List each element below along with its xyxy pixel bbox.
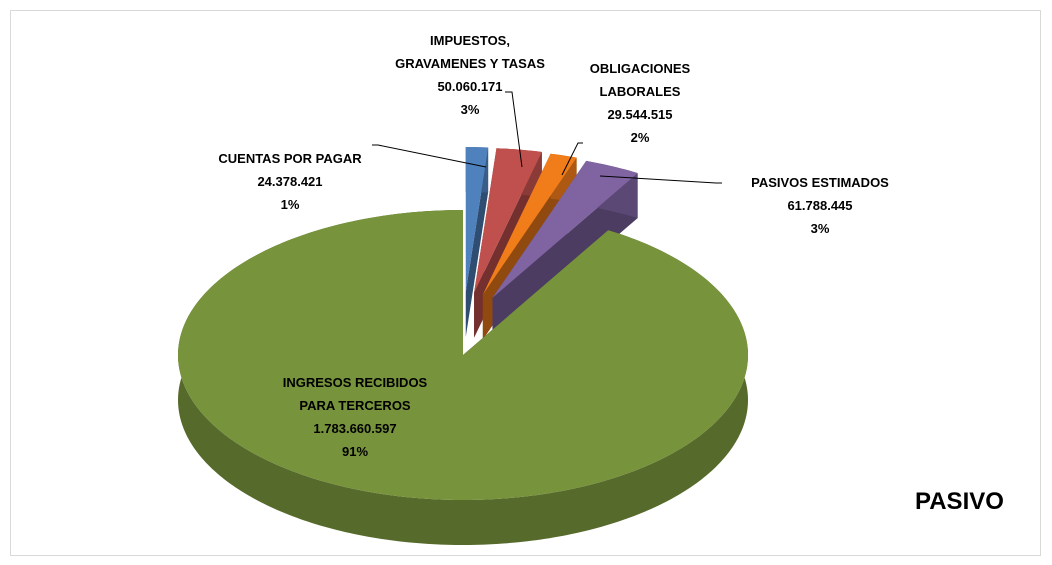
data-label: IMPUESTOS, GRAVAMENES Y TASAS 50.060.171 3… bbox=[395, 29, 545, 121]
category-label: PASIVOS ESTIMADOS bbox=[751, 175, 889, 190]
data-label: PASIVOS ESTIMADOS 61.788.445 3% bbox=[735, 171, 905, 240]
leaders bbox=[372, 91, 722, 184]
slice-top bbox=[492, 160, 638, 298]
leader-line bbox=[505, 91, 523, 168]
value-label: 1.783.660.597 bbox=[313, 421, 397, 436]
percentage-label: 1% bbox=[280, 197, 300, 212]
percentage-label: 2% bbox=[630, 130, 650, 145]
data-label: CUENTAS POR PAGAR 24.378.421 1% bbox=[205, 147, 375, 216]
frame bbox=[10, 10, 1041, 556]
slice-side bbox=[465, 147, 489, 338]
slice-top bbox=[482, 153, 577, 295]
slice bbox=[465, 147, 489, 338]
leader-line bbox=[372, 144, 487, 168]
value-label: 29.544.515 bbox=[607, 107, 673, 122]
percentage-label: 3% bbox=[810, 221, 830, 236]
category-label: CUENTAS POR PAGAR bbox=[218, 151, 362, 166]
value-label: 24.378.421 bbox=[257, 174, 323, 189]
slice-top bbox=[465, 147, 489, 293]
percentage-label: 3% bbox=[460, 102, 480, 117]
value-label: 50.060.171 bbox=[437, 79, 503, 94]
pie bbox=[178, 147, 748, 545]
category-label: OBLIGACIONES LABORALES bbox=[589, 61, 691, 99]
leader-line bbox=[561, 142, 583, 176]
category-label: IMPUESTOS, GRAVAMENES Y TASAS bbox=[395, 33, 545, 71]
slice-top bbox=[474, 148, 542, 293]
chart-title: PASIVO bbox=[915, 488, 1004, 515]
percentage-label: 91% bbox=[341, 444, 369, 459]
slice-top bbox=[178, 210, 748, 500]
data-label: OBLIGACIONES LABORALES 29.544.515 2% bbox=[585, 57, 695, 149]
slice bbox=[178, 210, 748, 545]
data-label: INGRESOS RECIBIDOS PARA TERCEROS 1.783.66… bbox=[270, 371, 440, 463]
category-label: INGRESOS RECIBIDOS PARA TERCEROS bbox=[282, 375, 428, 413]
value-label: 61.788.445 bbox=[787, 198, 853, 213]
leader-line bbox=[599, 175, 722, 184]
